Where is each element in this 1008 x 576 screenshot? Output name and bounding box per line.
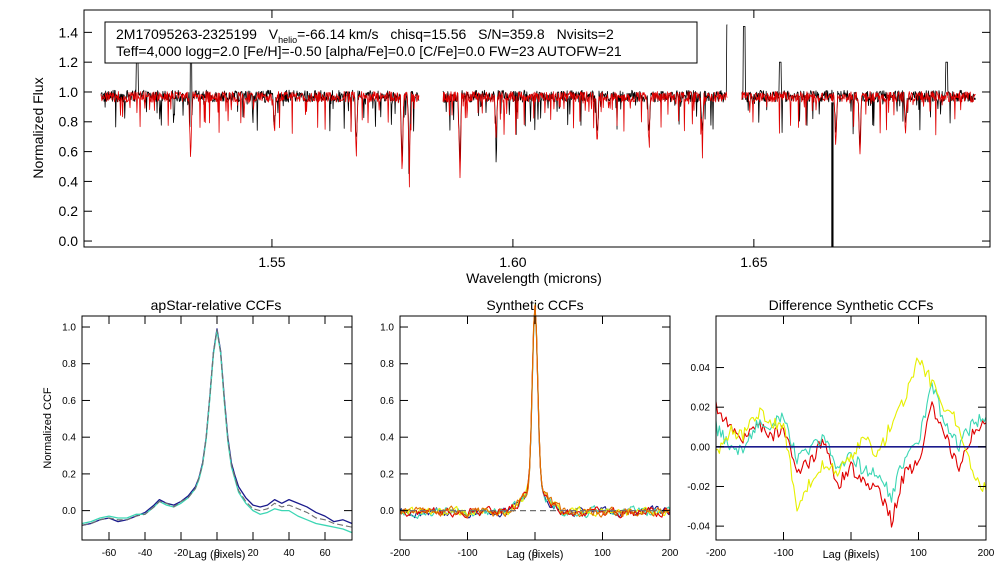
synthetic-ccf-plot-frame bbox=[399, 315, 671, 541]
synthetic-ccf-series-layer bbox=[399, 304, 671, 520]
synthetic-ccf-x-tick-label: -100 bbox=[457, 548, 477, 559]
spectrum-panel: 1.55 1.60 1.65 0.0 0.2 0.4 0.6 0.8 1.0 1.2 1.4 2M1… bbox=[30, 9, 991, 286]
synthetic-ccf-y-tick-label: 0.0 bbox=[380, 506, 394, 517]
spectrum-y-tick-label: 0.0 bbox=[59, 233, 79, 249]
spectrum-x-tick-label: 1.65 bbox=[740, 254, 767, 270]
difference-ccf-x-tick-label: 100 bbox=[910, 548, 927, 559]
apstar-ccf-x-tick-label: 0 bbox=[214, 548, 220, 559]
difference-ccf-line-diff-teal bbox=[715, 382, 987, 503]
synthetic-ccf-panel: Synthetic CCFs -200 -100 0 100 2000.00.20.40… bbox=[380, 297, 679, 561]
apstar-ccf-x-tick-label: -60 bbox=[102, 548, 117, 559]
difference-ccf-x-tick-label: 0 bbox=[848, 548, 854, 559]
apstar-ccf-y-tick-label: 0.6 bbox=[62, 396, 76, 407]
synthetic-ccf-line-synth-4 bbox=[399, 305, 671, 519]
legend-snr: S/N=359.8 bbox=[478, 26, 545, 42]
spectrum-y-label: Normalized Flux bbox=[30, 77, 46, 178]
legend-object: 2M17095263-2325199 bbox=[116, 26, 257, 42]
apstar-ccf-line-combined bbox=[81, 329, 353, 528]
synthetic-ccf-y-tick-label: 0.8 bbox=[380, 359, 394, 370]
difference-ccf-x-label: Lag (pixels) bbox=[823, 549, 880, 561]
apstar-ccf-plot-frame bbox=[81, 315, 353, 541]
synthetic-ccf-line-synth-3 bbox=[399, 304, 671, 517]
difference-ccf-y-tick-label: -0.04 bbox=[687, 522, 710, 533]
synthetic-ccf-line-synth-1 bbox=[399, 307, 671, 519]
synthetic-ccf-x-tick-label: -200 bbox=[390, 548, 410, 559]
difference-ccf-panel: Difference Synthetic CCFs -200 -100 0 100 20… bbox=[687, 297, 995, 561]
spectrum-x-tick-label: 1.60 bbox=[499, 254, 526, 270]
synthetic-ccf-x-tick-label: 100 bbox=[594, 548, 611, 559]
legend-vhelio-label: V bbox=[269, 26, 279, 42]
spectrum-series-layer bbox=[100, 24, 976, 247]
legend-line-2: Teff=4,000 logg=2.0 [Fe/H]=-0.50 [alpha/… bbox=[116, 43, 622, 59]
legend-vhelio-value: =-66.14 km/s bbox=[297, 26, 378, 42]
difference-ccf-plot-frame bbox=[715, 315, 987, 541]
difference-ccf-x-tick-label: -100 bbox=[773, 548, 793, 559]
apstar-ccf-line-visit-2 bbox=[81, 330, 353, 534]
difference-ccf-line-diff-yellow bbox=[715, 357, 987, 512]
difference-ccf-x-tick-label: 200 bbox=[978, 548, 995, 559]
apstar-ccf-line-visit-1 bbox=[81, 328, 353, 526]
legend-vhelio-sub: helio bbox=[278, 35, 297, 45]
apstar-ccf-x-tick-label: -40 bbox=[138, 548, 153, 559]
synthetic-ccf-y-tick-label: 0.4 bbox=[380, 433, 394, 444]
apstar-ccf-axes: -60 -40 -20 0 20 40 60 0.0 0.2 0.4 0.6 0.8 1.0 bbox=[62, 316, 352, 559]
apstar-ccf-y-tick-label: 0.0 bbox=[62, 506, 76, 517]
difference-ccf-series-layer bbox=[715, 357, 987, 528]
spectrum-x-tick-label: 1.55 bbox=[258, 254, 285, 270]
legend-box bbox=[104, 21, 698, 64]
difference-ccf-y-tick-label: 0.04 bbox=[691, 363, 711, 374]
synthetic-ccf-x-tick-label: 0 bbox=[532, 548, 538, 559]
apstar-ccf-x-label: Lag (pixels) bbox=[189, 549, 246, 561]
difference-ccf-y-tick-label: 0.02 bbox=[691, 403, 711, 414]
apstar-ccf-x-tick-label: 60 bbox=[319, 548, 331, 559]
difference-ccf-axes: -200 -100 0 100 200 -0.04 -0.02 0.00 0.02 0.04 bbox=[687, 316, 995, 559]
difference-ccf-y-tick-label: 0.00 bbox=[691, 442, 711, 453]
synthetic-ccf-axes: -200 -100 0 100 200 0.0 0.2 0.4 0.6 0.8 1.0 bbox=[380, 316, 679, 559]
synthetic-ccf-y-tick-label: 1.0 bbox=[380, 323, 394, 334]
spectrum-x-label: Wavelength (microns) bbox=[466, 270, 602, 286]
synthetic-ccf-line-synth-5 bbox=[399, 306, 671, 519]
apstar-ccf-x-tick-label: -20 bbox=[174, 548, 189, 559]
spectrum-y-tick-label: 1.4 bbox=[59, 24, 79, 40]
synthetic-ccf-y-tick-label: 0.6 bbox=[380, 396, 394, 407]
spectrum-line-model bbox=[100, 91, 976, 188]
synthetic-ccf-x-label: Lag (pixels) bbox=[507, 549, 564, 561]
apstar-ccf-x-tick-label: 40 bbox=[283, 548, 295, 559]
spectrum-y-tick-label: 1.2 bbox=[59, 54, 79, 70]
apstar-ccf-y-tick-label: 1.0 bbox=[62, 323, 76, 334]
difference-ccf-line-diff-red bbox=[715, 401, 987, 528]
synthetic-ccf-y-tick-label: 0.2 bbox=[380, 469, 394, 480]
apstar-ccf-y-tick-label: 0.4 bbox=[62, 433, 76, 444]
difference-ccf-y-tick-label: -0.02 bbox=[687, 482, 710, 493]
apstar-ccf-title: apStar-relative CCFs bbox=[151, 297, 282, 313]
apstar-ccf-x-tick-label: 20 bbox=[247, 548, 259, 559]
spectrum-legend: 2M17095263-2325199 Vhelio=-66.14 km/s ch… bbox=[104, 21, 698, 64]
synthetic-ccf-x-tick-label: 200 bbox=[662, 548, 679, 559]
difference-ccf-x-tick-label: -200 bbox=[706, 548, 726, 559]
spectrum-plot-frame bbox=[83, 9, 991, 248]
apstar-ccf-panel: apStar-relative CCFs -60 -40 -20 0 20 40 60 0.0… bbox=[42, 297, 353, 561]
spectrum-y-tick-label: 0.8 bbox=[59, 114, 79, 130]
spectrum-y-tick-label: 0.6 bbox=[59, 144, 79, 160]
spectrum-y-tick-label: 0.2 bbox=[59, 203, 79, 219]
legend-line-1: 2M17095263-2325199 Vhelio=-66.14 km/s ch… bbox=[116, 26, 614, 45]
spectrum-axes: 1.55 1.60 1.65 0.0 0.2 0.4 0.6 0.8 1.0 1.2 1.4 bbox=[59, 10, 990, 270]
spectrum-y-tick-label: 0.4 bbox=[59, 173, 79, 189]
apstar-ccf-y-tick-label: 0.2 bbox=[62, 469, 76, 480]
legend-chisq: chisq=15.56 bbox=[390, 26, 466, 42]
apstar-ccf-y-label: Normalized CCF bbox=[42, 387, 54, 469]
apstar-ccf-series-layer bbox=[81, 328, 353, 534]
synthetic-ccf-line-synth-2 bbox=[399, 310, 671, 520]
difference-ccf-title: Difference Synthetic CCFs bbox=[769, 297, 934, 313]
apstar-ccf-y-tick-label: 0.8 bbox=[62, 359, 76, 370]
spectrum-y-tick-label: 1.0 bbox=[59, 84, 79, 100]
legend-nvisits: Nvisits=2 bbox=[557, 26, 614, 42]
